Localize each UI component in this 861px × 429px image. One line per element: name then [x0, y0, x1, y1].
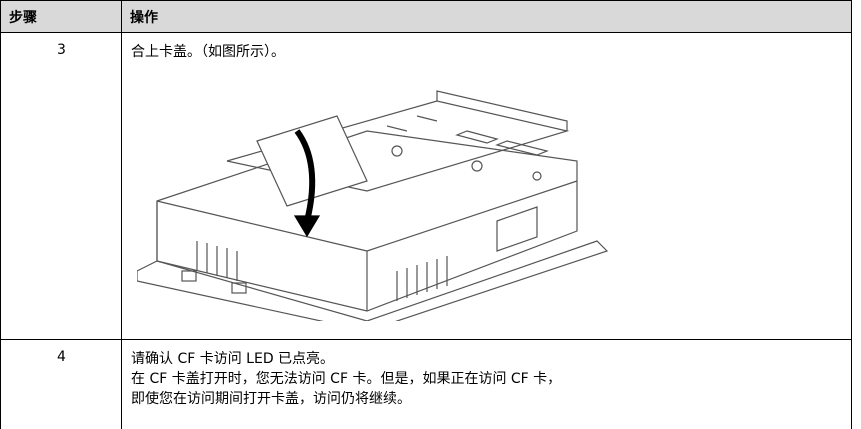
action-line: 即使您在访问期间打开卡盖，访问仍将继续。 [131, 391, 411, 407]
action-line: 在 CF 卡盖打开时，您无法访问 CF 卡。但是，如果正在访问 CF 卡， [131, 371, 562, 387]
illustration [137, 90, 609, 321]
step-cell: 4 [0, 339, 122, 429]
action-cell: 合上卡盖。（如图所示）。 [121, 32, 852, 340]
step-cell: 3 [0, 32, 122, 340]
action-cell: 请确认 CF 卡访问 LED 已点亮。在 CF 卡盖打开时，您无法访问 CF 卡… [121, 339, 852, 429]
header-cell: 步骤 [0, 0, 122, 33]
header-cell: 操作 [121, 0, 852, 33]
action-line: 请确认 CF 卡访问 LED 已点亮。 [131, 351, 335, 367]
action-line: 合上卡盖。（如图所示）。 [131, 44, 285, 60]
